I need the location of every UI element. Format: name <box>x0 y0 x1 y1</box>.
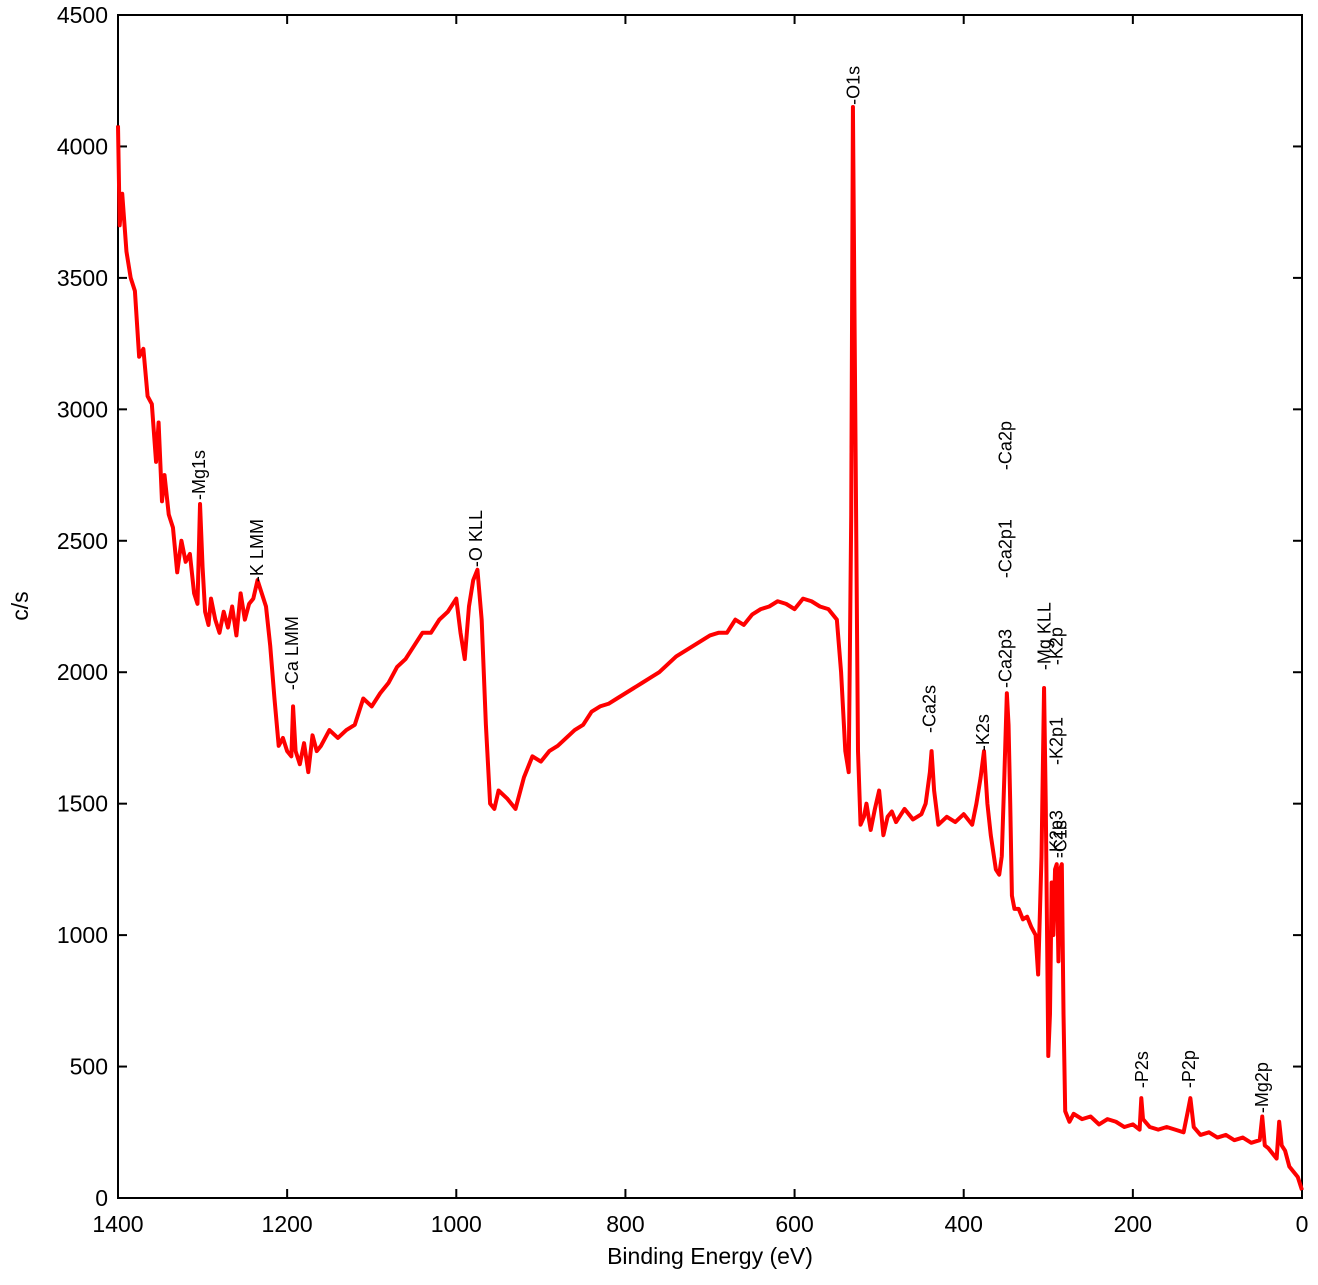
peak-label: -K LMM <box>247 519 267 582</box>
peak-label: -P2s <box>1132 1051 1152 1088</box>
peak-label: -K2p1 <box>1046 717 1066 765</box>
y-tick-label: 3000 <box>57 396 108 422</box>
y-tick-label: 1500 <box>57 791 108 817</box>
peak-label: -O1s <box>843 66 863 105</box>
x-axis-label: Binding Energy (eV) <box>607 1243 813 1269</box>
x-tick-label: 0 <box>1296 1211 1309 1237</box>
peak-label: -Mg2p <box>1252 1062 1272 1113</box>
y-tick-label: 500 <box>70 1054 108 1080</box>
peak-label: -Ca2p <box>996 421 1016 470</box>
x-tick-label: 200 <box>1114 1211 1152 1237</box>
plot-frame <box>117 14 1303 1199</box>
y-tick-label: 1000 <box>57 922 108 948</box>
peak-label: -O KLL <box>466 510 486 567</box>
peak-label: -Ca2p3 <box>996 629 1016 688</box>
peak-label: -Ca LMM <box>282 616 302 690</box>
peak-label: -Mg KLL <box>1034 602 1054 670</box>
y-tick-label: 0 <box>95 1185 108 1211</box>
y-tick-label: 2500 <box>57 528 108 554</box>
peak-label: -C1s <box>1051 820 1071 858</box>
y-axis-label: c/s <box>7 591 33 620</box>
peak-label: -K2p <box>1046 627 1066 665</box>
x-tick-label: 1000 <box>431 1211 482 1237</box>
x-tick-label: 400 <box>945 1211 983 1237</box>
peak-label: -P2p <box>1179 1050 1199 1088</box>
x-tick-label: 1400 <box>92 1211 143 1237</box>
x-tick-label: 1200 <box>262 1211 313 1237</box>
x-tick-label: 600 <box>775 1211 813 1237</box>
peak-label: -K2p3 <box>1046 810 1066 858</box>
y-tick-label: 4500 <box>57 2 108 28</box>
peak-label: -Ca2p1 <box>996 519 1016 578</box>
peak-label: -K2s <box>973 714 993 751</box>
peak-label: -Ca2s <box>919 685 939 733</box>
spectrum-line <box>116 105 1304 1191</box>
x-tick-label: 800 <box>606 1211 644 1237</box>
y-tick-label: 3500 <box>57 265 108 291</box>
y-tick-label: 4000 <box>57 133 108 159</box>
y-tick-label: 2000 <box>57 659 108 685</box>
peak-label: -Mg1s <box>189 450 209 500</box>
